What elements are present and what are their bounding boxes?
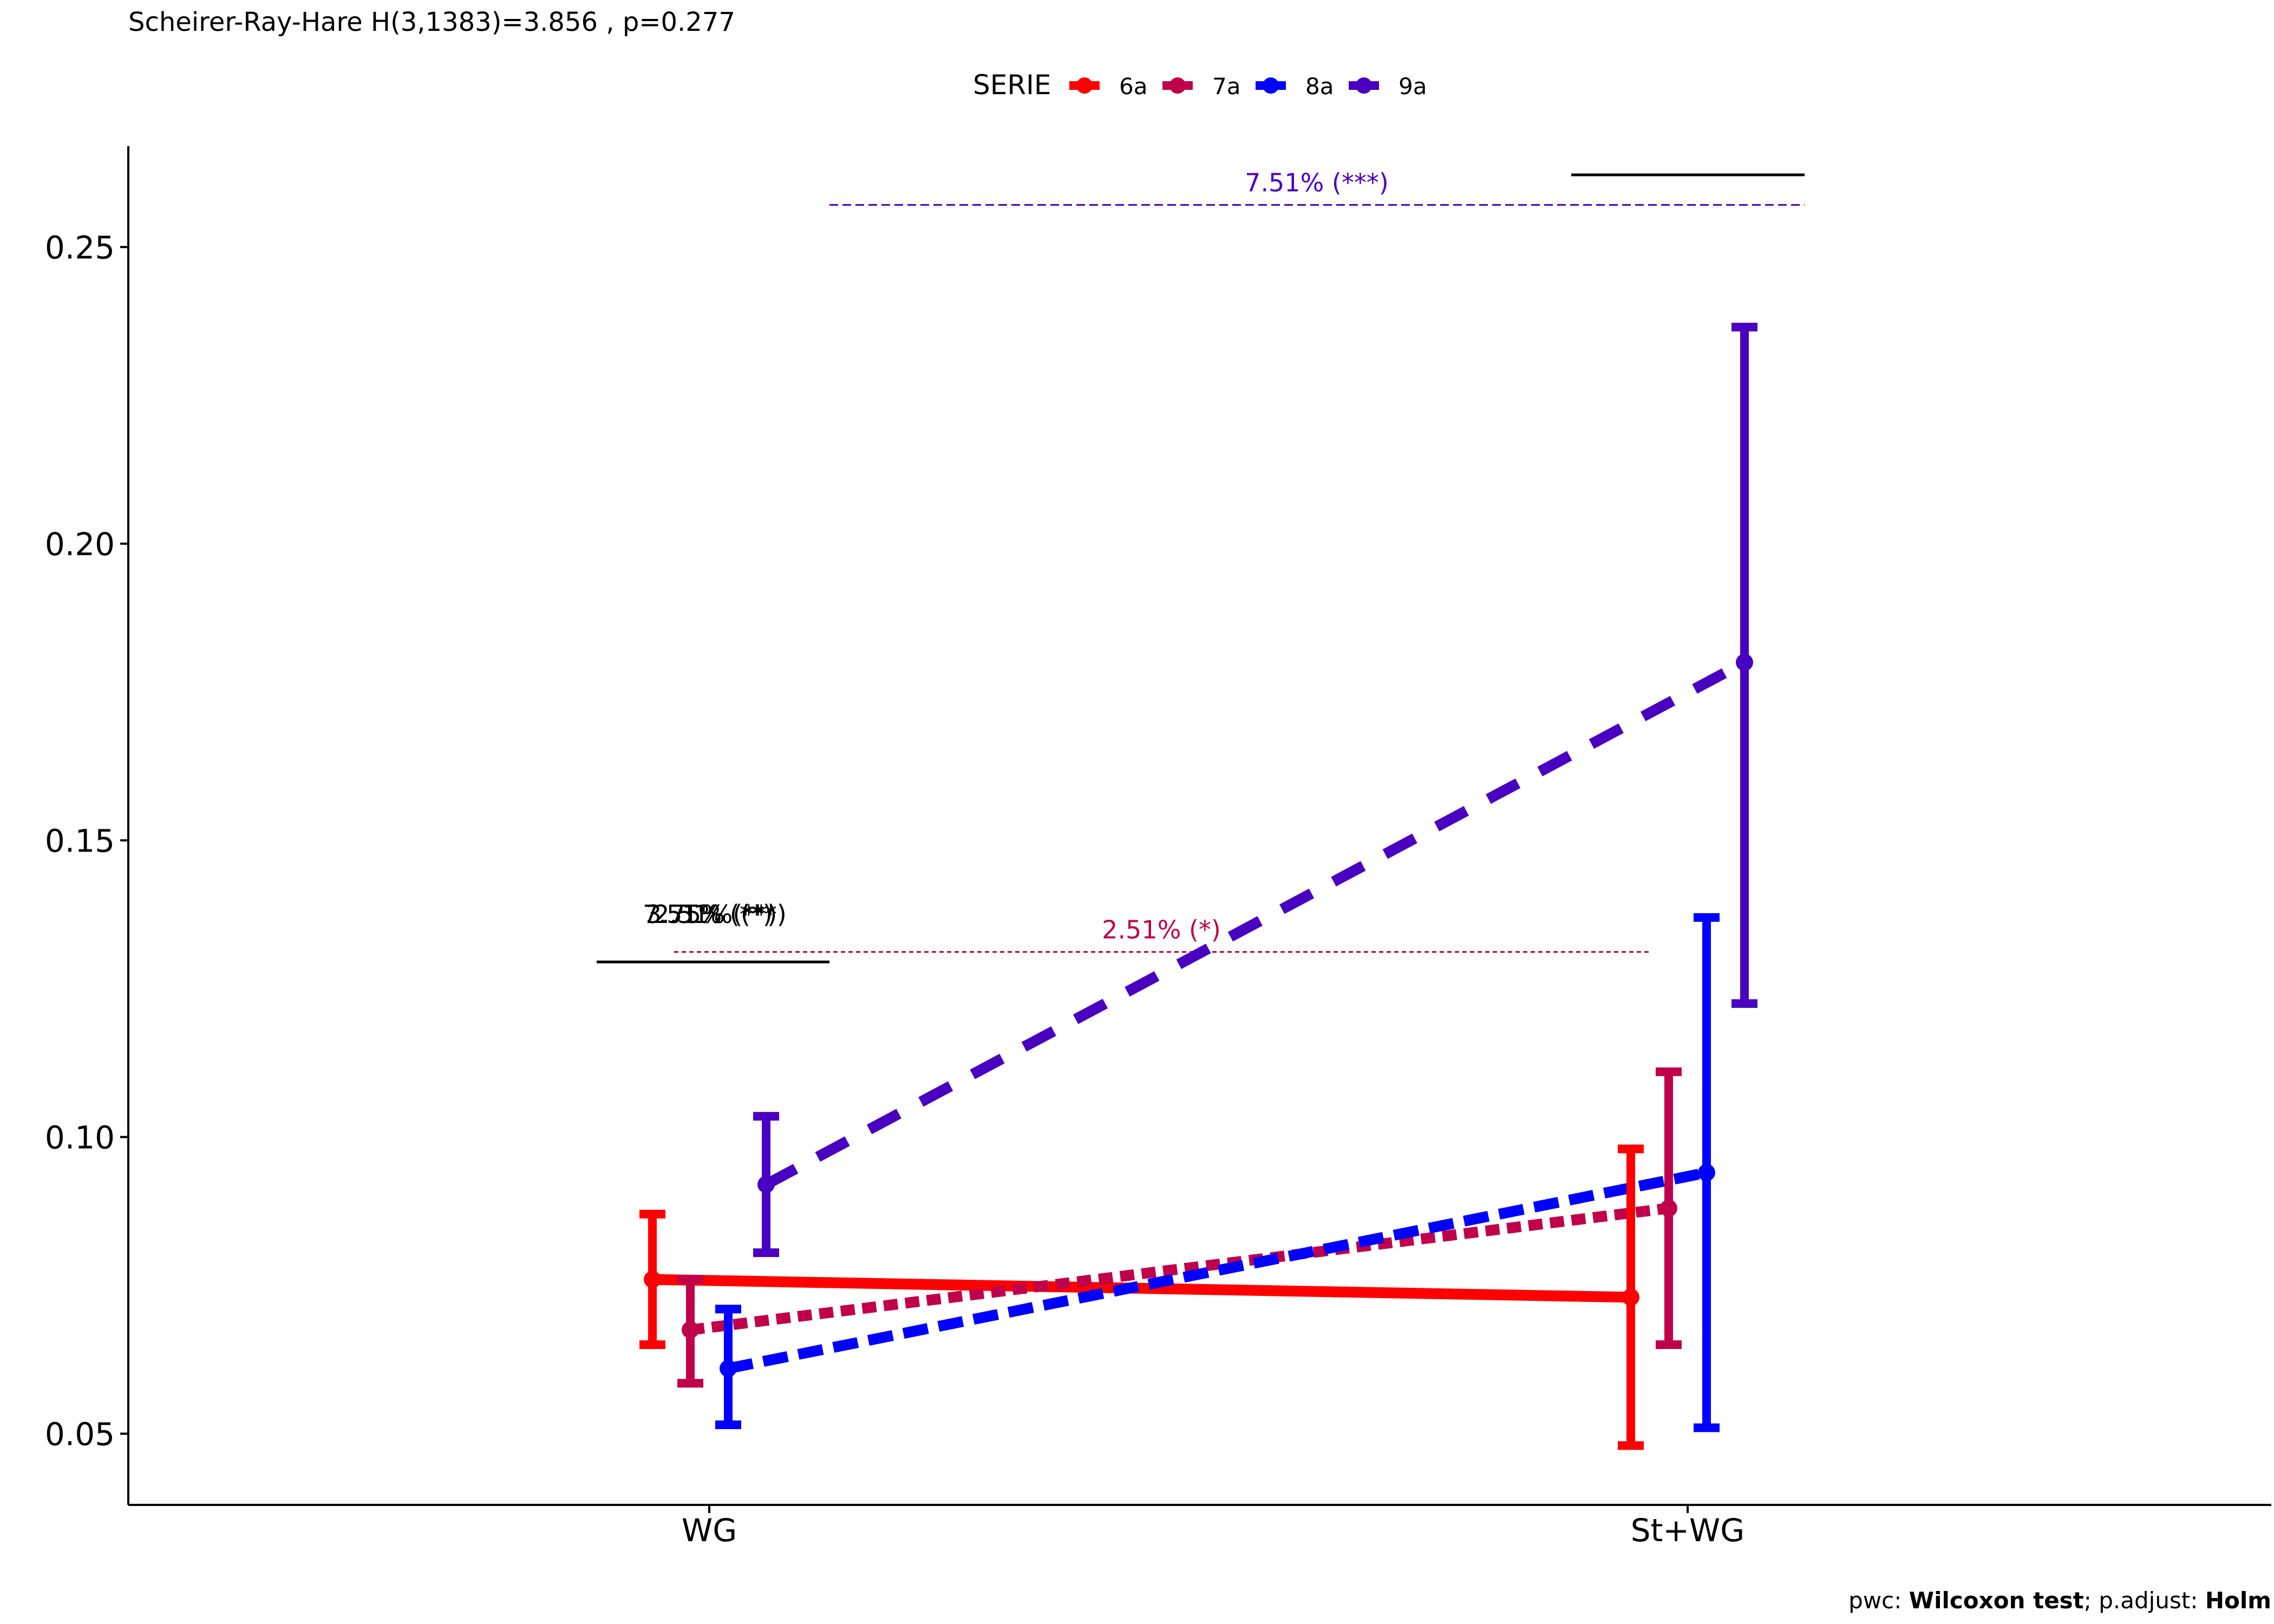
legend-key-point bbox=[1356, 77, 1372, 94]
series-line-7a bbox=[689, 1203, 1670, 1335]
y-tick-label: 0.20 bbox=[45, 526, 115, 562]
legend-label: 6a bbox=[1119, 73, 1147, 100]
legend-title: SERIE bbox=[973, 69, 1051, 101]
significance-brackets bbox=[597, 173, 1805, 964]
legend-label: 9a bbox=[1399, 73, 1427, 100]
series-lines bbox=[652, 657, 1747, 1374]
legend: SERIE 6a 7a 8a 9a bbox=[973, 69, 1427, 101]
x-tick-label: WG bbox=[682, 1512, 737, 1549]
legend-item-8a: 8a bbox=[1256, 73, 1334, 100]
point-7a bbox=[1660, 1199, 1677, 1217]
x-axis: WG St+WG bbox=[128, 1504, 2271, 1549]
legend-key-point bbox=[1076, 77, 1093, 94]
point-8a bbox=[1698, 1164, 1715, 1182]
legend-label: 8a bbox=[1305, 73, 1334, 100]
point-6a bbox=[644, 1271, 661, 1288]
y-tick-label: 0.10 bbox=[45, 1119, 115, 1156]
series-line-6a bbox=[652, 1274, 1631, 1303]
legend-key-point bbox=[1169, 77, 1186, 94]
point-9a bbox=[1736, 653, 1753, 671]
annotations: 7.51% (***)2.51% (*)3.75% (**)2.51% (*)7… bbox=[643, 168, 1805, 953]
annotation-label: 7.51% (***) bbox=[1245, 168, 1389, 198]
legend-item-9a: 9a bbox=[1349, 73, 1427, 100]
bracket-label: 2.51% (*) bbox=[654, 900, 773, 929]
y-ticks: 0.05 0.10 0.15 0.20 0.25 bbox=[45, 229, 128, 1452]
point-9a bbox=[757, 1176, 775, 1194]
legend-label: 7a bbox=[1212, 73, 1240, 100]
series-line-9a bbox=[763, 657, 1747, 1189]
series-line-8a bbox=[727, 1167, 1708, 1374]
x-tick-label: St+WG bbox=[1631, 1512, 1744, 1549]
legend-item-7a: 7a bbox=[1162, 73, 1240, 100]
y-tick-label: 0.05 bbox=[45, 1416, 115, 1452]
points bbox=[644, 653, 1753, 1377]
point-7a bbox=[682, 1321, 699, 1339]
bracket-label: 3.75% (**) bbox=[646, 900, 777, 929]
point-8a bbox=[720, 1359, 737, 1377]
legend-keys: 6a 7a 8a 9a bbox=[1069, 73, 1427, 100]
y-tick-label: 0.25 bbox=[45, 229, 115, 266]
y-tick-label: 0.15 bbox=[45, 822, 115, 859]
point-6a bbox=[1622, 1288, 1639, 1306]
annotation-label: 2.51% (*) bbox=[1102, 915, 1221, 944]
y-axis: 0.05 0.10 0.15 0.20 0.25 bbox=[45, 146, 129, 1505]
bracket-label: 7.51% (***) bbox=[643, 900, 787, 929]
caption: pwc: Wilcoxon test; p.adjust: Holm bbox=[1848, 1587, 2271, 1614]
legend-item-6a: 6a bbox=[1069, 73, 1147, 100]
chart-subtitle: Scheirer-Ray-Hare H(3,1383)=3.856 , p=0.… bbox=[128, 7, 735, 37]
legend-key-point bbox=[1263, 77, 1279, 94]
x-ticks: WG St+WG bbox=[682, 1505, 1744, 1549]
